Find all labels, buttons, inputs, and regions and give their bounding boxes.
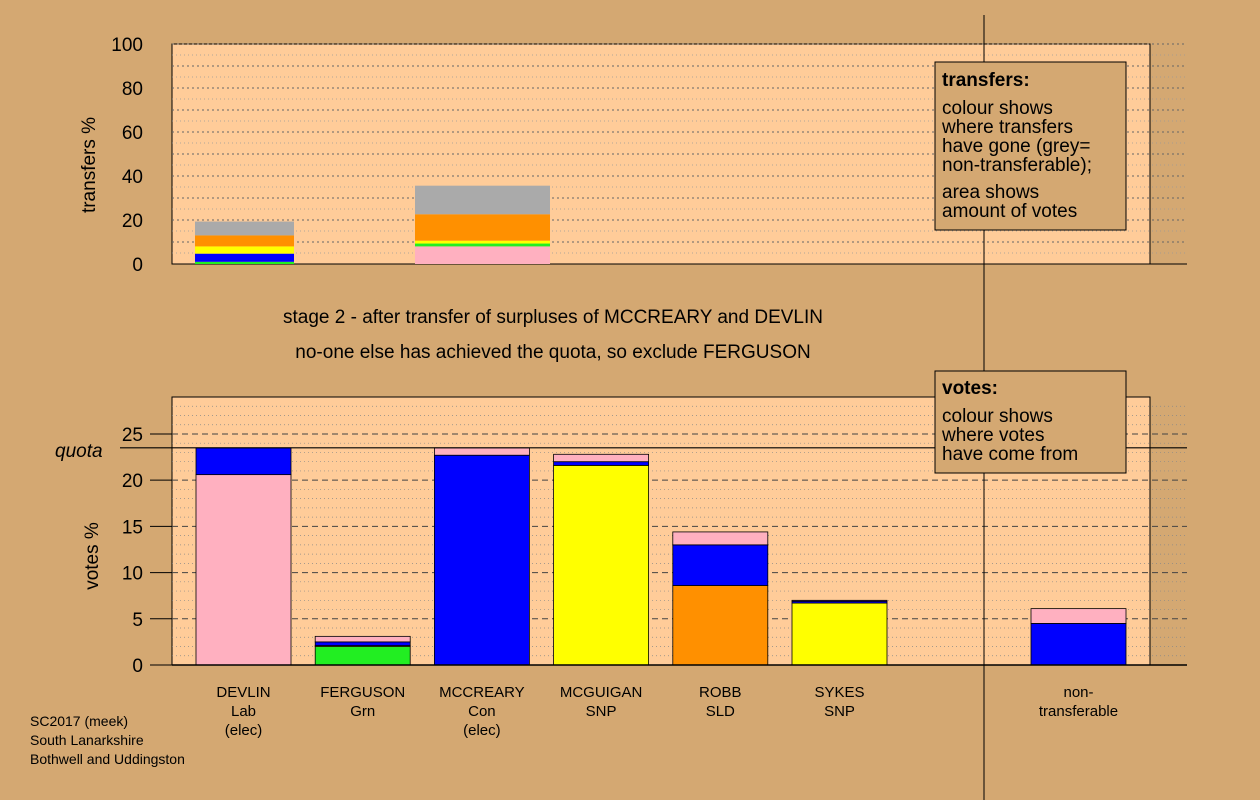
stage-line-1: stage 2 - after transfer of surpluses of… — [283, 307, 823, 328]
candidate-label: Con — [468, 703, 496, 720]
candidate-label: Lab — [231, 703, 256, 720]
y-tick-label: 10 — [122, 564, 143, 585]
y-tick-label: 20 — [122, 211, 143, 232]
votes-legend-title: votes: — [942, 378, 998, 399]
candidate-label: (elec) — [225, 722, 263, 739]
candidate-label: DEVLIN — [216, 684, 270, 701]
transfers-legend-line: where transfers — [941, 117, 1073, 138]
votes-legend-line: colour shows — [942, 406, 1053, 427]
footer-line: SC2017 (meek) — [30, 713, 128, 729]
vote-segment — [433, 447, 530, 456]
y-tick-label: 20 — [122, 471, 143, 492]
vote-segment — [314, 641, 411, 646]
transfer-segment — [415, 214, 550, 241]
transfer-segment — [195, 221, 294, 236]
vote-segment — [1030, 608, 1127, 624]
vote-segment — [672, 585, 769, 666]
transfer-segment — [195, 246, 294, 254]
vote-segment — [791, 599, 888, 602]
candidate-label: non- — [1063, 684, 1093, 701]
vote-segment — [553, 464, 649, 666]
transfers-legend-line: colour shows — [942, 98, 1053, 119]
y-tick-label: 5 — [132, 610, 143, 631]
stage-line-2: no-one else has achieved the quota, so e… — [295, 342, 810, 363]
vote-segment — [791, 602, 888, 666]
transfers-y-ticks: 0 20 40 60 80 100 — [111, 35, 143, 276]
y-tick-label: 40 — [122, 167, 143, 188]
transfers-bars — [195, 185, 550, 264]
vote-segment — [672, 544, 769, 586]
vote-segment — [1030, 623, 1127, 666]
votes-bars — [195, 447, 1127, 666]
candidate-label: MCGUIGAN — [560, 684, 643, 701]
transfers-legend-line: area shows — [942, 182, 1039, 203]
vote-segment — [553, 453, 649, 463]
transfers-y-axis-label: transfers % — [79, 117, 100, 213]
candidate-label: (elec) — [463, 722, 501, 739]
candidate-label: SNP — [824, 703, 855, 720]
quota-label: quota — [55, 441, 103, 462]
candidate-label: SNP — [586, 703, 617, 720]
transfer-segment — [415, 185, 550, 215]
candidate-label: SLD — [706, 703, 735, 720]
votes-legend-box: votes: colour shows where votes have com… — [934, 370, 1127, 474]
transfer-segment — [195, 235, 294, 247]
y-tick-label: 80 — [122, 79, 143, 100]
y-tick-label: 100 — [111, 35, 143, 56]
y-tick-label: 25 — [122, 425, 143, 446]
vote-segment — [553, 461, 649, 466]
transfers-legend-line: have gone (grey= — [942, 136, 1090, 157]
transfers-legend-line: amount of votes — [942, 201, 1077, 222]
vote-segment — [314, 635, 411, 643]
vote-segment — [195, 447, 292, 476]
votes-y-axis-label: votes % — [82, 522, 103, 590]
y-tick-label: 60 — [122, 123, 143, 144]
y-tick-label: 15 — [122, 517, 143, 538]
footer-line: Bothwell and Uddingston — [30, 751, 185, 767]
candidate-label: MCCREARY — [439, 684, 525, 701]
transfer-segment — [415, 246, 550, 264]
transfer-segment — [195, 253, 294, 262]
y-tick-label: 0 — [132, 656, 143, 677]
transfer-segment — [415, 240, 550, 244]
transfer-segment — [415, 243, 550, 247]
vote-segment — [314, 646, 411, 666]
vote-segment — [433, 454, 530, 666]
transfers-legend-title: transfers: — [942, 70, 1030, 91]
candidate-label: ROBB — [699, 684, 742, 701]
vote-segment — [195, 474, 292, 666]
candidate-labels: DEVLIN Lab (elec) FERGUSON Grn MCCREARY Con (el… — [216, 684, 1118, 739]
votes-legend-line: have come from — [942, 444, 1078, 465]
footer-line: South Lanarkshire — [30, 732, 144, 748]
candidate-label: transferable — [1039, 703, 1118, 720]
transfers-legend-box: transfers: colour shows where transfers … — [934, 61, 1127, 231]
candidate-label: Grn — [350, 703, 375, 720]
y-tick-label: 0 — [132, 255, 143, 276]
transfer-segment — [195, 261, 294, 264]
transfers-legend-line: non-transferable); — [942, 155, 1092, 176]
candidate-label: SYKES — [814, 684, 864, 701]
candidate-label: FERGUSON — [320, 684, 405, 701]
votes-legend-line: where votes — [941, 425, 1044, 446]
vote-segment — [672, 531, 769, 546]
votes-y-ticks: 0 5 10 15 20 25 — [122, 425, 172, 677]
